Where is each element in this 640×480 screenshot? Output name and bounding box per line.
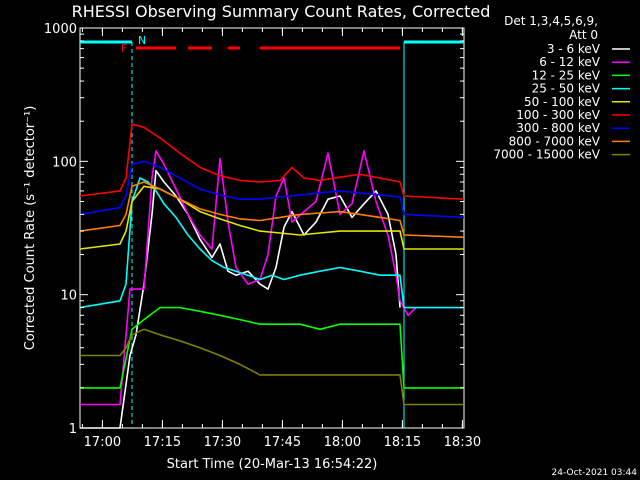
flare-flag-label: F	[121, 42, 127, 55]
legend-label: 300 - 800 keV	[516, 121, 600, 135]
y-tick-label: 10	[60, 289, 77, 304]
legend-label: 7000 - 15000 keV	[493, 148, 600, 162]
x-tick-label: 18:15	[384, 435, 421, 450]
series-line-8	[80, 328, 464, 406]
series-line-6	[79, 160, 465, 219]
x-tick-label: 18:00	[324, 435, 361, 450]
series-line-7	[79, 181, 465, 238]
series-line-2	[80, 306, 464, 389]
x-tick-label: 18:30	[444, 435, 481, 450]
y-tick-label: 1000	[44, 22, 77, 37]
legend-label: 25 - 50 keV	[532, 82, 601, 96]
legend-label: 12 - 25 keV	[532, 68, 601, 82]
generation-timestamp: 24-Oct-2021 03:44	[552, 468, 638, 478]
legend-label: 6 - 12 keV	[539, 55, 601, 69]
series-line-0	[80, 169, 401, 429]
x-tick-label: 17:00	[84, 435, 121, 450]
x-axis-ticks: 17:00 17:15 17:30 17:45 18:00 18:15 18:30	[81, 28, 481, 450]
x-tick-label: 17:45	[264, 435, 301, 450]
legend-label: 100 - 300 keV	[516, 108, 600, 122]
y-tick-label: 1	[69, 422, 77, 437]
legend-label: 50 - 100 keV	[524, 95, 601, 109]
series-lines	[79, 123, 465, 429]
series-line-3	[79, 177, 464, 309]
series-line-1	[80, 150, 417, 406]
detector-info-line-1: Det 1,3,4,5,6,9,	[504, 14, 598, 28]
series-line-5	[79, 123, 465, 200]
y-axis-ticks: 1 10 100 1000	[44, 22, 464, 437]
x-tick-label: 17:30	[204, 435, 241, 450]
x-tick-label: 17:15	[144, 435, 181, 450]
night-flag-label: N	[138, 34, 146, 47]
y-tick-label: 100	[52, 155, 77, 170]
x-axis-label: Start Time (20-Mar-13 16:54:22)	[167, 457, 378, 472]
legend-label: 800 - 7000 keV	[509, 134, 601, 148]
night-boundary-lines	[131, 42, 405, 428]
plot-frame	[79, 27, 465, 429]
series-line-4	[79, 185, 464, 250]
legend-label: 3 - 6 keV	[547, 42, 601, 56]
status-flags	[80, 40, 464, 50]
y-axis-label: Corrected Count Rate (s⁻¹ detector⁻¹)	[23, 106, 38, 351]
detector-info-line-2: Att 0	[569, 28, 598, 42]
chart-title: RHESSI Observing Summary Count Rates, Co…	[72, 2, 491, 21]
